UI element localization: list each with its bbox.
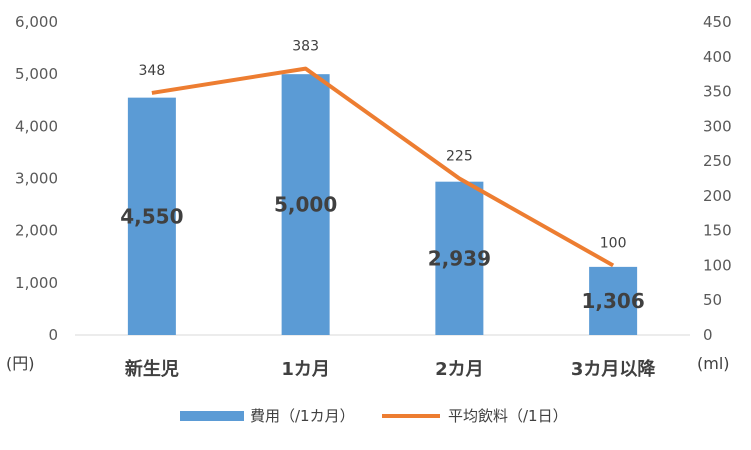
line-data-label: 383 xyxy=(292,39,319,55)
bar xyxy=(281,74,330,336)
line-data-label: 100 xyxy=(600,235,627,251)
left-tick-label: 0 xyxy=(48,326,58,344)
legend-label-line: 平均飲料（/1日） xyxy=(448,407,568,425)
bar-series: 4,550 5,000 2,939 1,306 xyxy=(120,74,645,336)
category-label: 新生児 xyxy=(125,358,179,380)
bar-data-label: 2,939 xyxy=(428,246,491,270)
left-axis-unit: (円) xyxy=(6,354,35,373)
line-series: 348 383 225 100 xyxy=(139,39,627,268)
category-label: 1カ月 xyxy=(281,359,330,380)
left-tick-label: 4,000 xyxy=(15,117,58,135)
right-tick-label: 350 xyxy=(703,83,732,101)
x-axis-categories: 新生児 1カ月 2カ月 3カ月以降 xyxy=(125,358,657,380)
left-tick-label: 5,000 xyxy=(15,65,58,83)
bar-data-label: 5,000 xyxy=(274,193,337,217)
right-tick-label: 150 xyxy=(703,222,732,240)
bar xyxy=(435,181,484,335)
line-data-label: 225 xyxy=(446,149,473,165)
left-tick-label: 3,000 xyxy=(15,170,58,188)
line-path xyxy=(151,66,615,268)
right-tick-label: 200 xyxy=(703,187,732,205)
legend-label-bar: 費用（/1カ月） xyxy=(250,407,355,425)
right-axis-unit: (ml) xyxy=(697,354,730,373)
right-tick-label: 400 xyxy=(703,48,732,66)
right-tick-label: 50 xyxy=(703,291,722,309)
bar xyxy=(127,97,176,336)
legend: 費用（/1カ月） 平均飲料（/1日） xyxy=(180,407,568,425)
right-y-axis: 0 50 100 150 200 250 300 350 400 450 xyxy=(703,13,732,344)
bar xyxy=(589,266,638,335)
legend-swatch-bar xyxy=(180,411,244,421)
right-tick-label: 250 xyxy=(703,152,732,170)
bar-data-label: 4,550 xyxy=(120,204,183,228)
left-tick-label: 1,000 xyxy=(15,274,58,292)
left-tick-label: 2,000 xyxy=(15,222,58,240)
bar-data-label: 1,306 xyxy=(581,289,644,313)
line-data-label: 348 xyxy=(139,63,166,79)
right-tick-label: 0 xyxy=(703,326,713,344)
category-label: 3カ月以降 xyxy=(571,358,657,380)
right-tick-label: 300 xyxy=(703,117,732,135)
right-tick-label: 450 xyxy=(703,13,732,31)
left-y-axis: 0 1,000 2,000 3,000 4,000 5,000 6,000 xyxy=(15,13,58,344)
right-tick-label: 100 xyxy=(703,256,732,274)
category-label: 2カ月 xyxy=(435,359,484,380)
left-tick-label: 6,000 xyxy=(15,13,58,31)
